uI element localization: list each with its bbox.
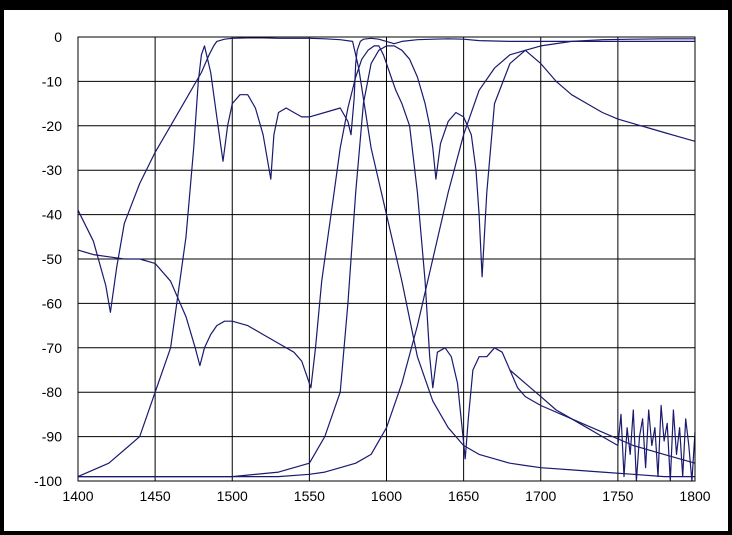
y-tick-label: -20 bbox=[42, 118, 62, 134]
series-line-2 bbox=[77, 37, 695, 478]
series-line-1 bbox=[77, 37, 695, 478]
x-tick-label: 1550 bbox=[294, 488, 325, 504]
y-tick-label: -60 bbox=[42, 295, 62, 311]
chart: 1400 1450 1500 1550 1600 1650 1700 1750 1800 0 -1… bbox=[34, 29, 711, 504]
chart-frame: 1400 1450 1500 1550 1600 1650 1700 1750 1800 0 -1… bbox=[3, 9, 729, 532]
series-line-4 bbox=[77, 45, 696, 464]
y-tick-label: -10 bbox=[42, 73, 62, 89]
y-tick-label: -80 bbox=[42, 384, 62, 400]
x-tick-label: 1650 bbox=[448, 488, 479, 504]
x-tick-label: 1450 bbox=[140, 488, 171, 504]
y-tick-label: -30 bbox=[42, 162, 62, 178]
x-tick-label: 1750 bbox=[602, 488, 633, 504]
x-tick-label: 1500 bbox=[217, 488, 248, 504]
y-tick-label: -100 bbox=[34, 473, 62, 489]
y-tick-label: -50 bbox=[42, 251, 62, 267]
x-tick-label: 1700 bbox=[525, 488, 556, 504]
y-tick-label: 0 bbox=[54, 29, 62, 45]
x-tick-label: 1600 bbox=[371, 488, 402, 504]
y-tick-label: -70 bbox=[42, 340, 62, 356]
x-axis-ticks: 1400 1450 1500 1550 1600 1650 1700 1750 1800 bbox=[62, 488, 710, 504]
x-tick-label: 1800 bbox=[679, 488, 710, 504]
y-tick-label: -40 bbox=[42, 207, 62, 223]
series-line-5 bbox=[78, 49, 696, 478]
series-group bbox=[77, 37, 696, 482]
plot-border bbox=[77, 36, 696, 482]
series-line-3 bbox=[78, 38, 695, 478]
y-tick-label: -90 bbox=[42, 429, 62, 445]
x-tick-label: 1400 bbox=[62, 488, 93, 504]
y-axis-ticks: 0 -10 -20 -30 -40 -50 -60 -70 -80 -90 -100 bbox=[34, 29, 62, 489]
series-line-6 bbox=[509, 369, 696, 482]
